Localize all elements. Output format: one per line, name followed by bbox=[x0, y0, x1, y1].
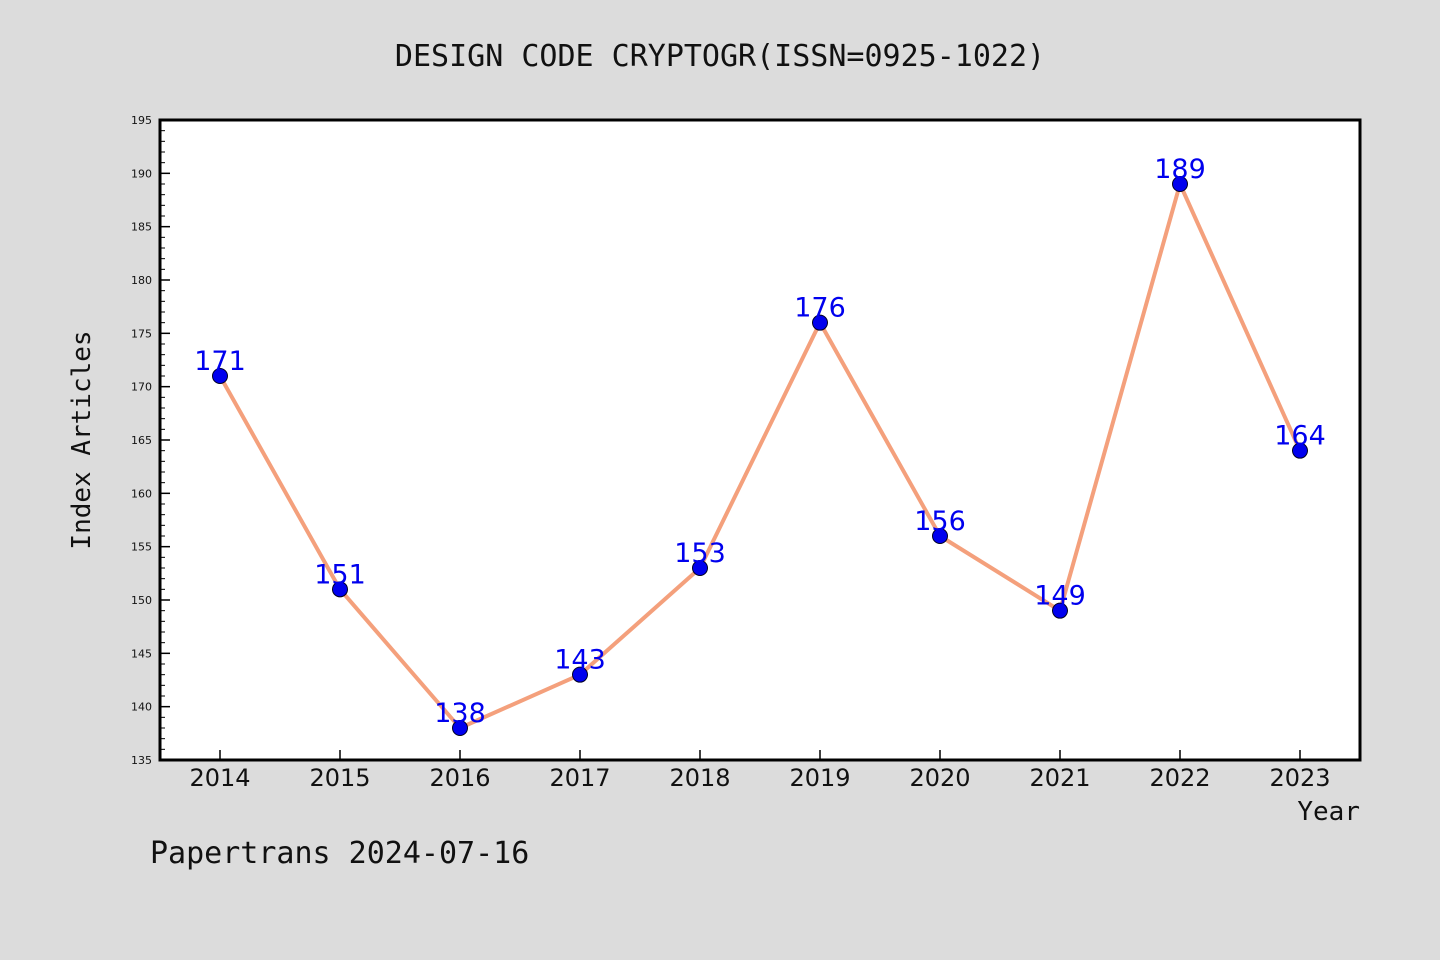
y-tick-label: 175 bbox=[131, 327, 152, 340]
data-point bbox=[692, 560, 708, 576]
data-point bbox=[572, 666, 588, 683]
y-tick-label: 180 bbox=[131, 274, 152, 287]
data-label: 149 bbox=[1034, 581, 1086, 612]
y-tick-label: 155 bbox=[131, 541, 152, 554]
y-tick-label: 145 bbox=[131, 647, 152, 660]
x-tick-label: 2019 bbox=[789, 764, 850, 792]
y-tick-label: 135 bbox=[131, 754, 152, 767]
y-tick-label: 170 bbox=[131, 381, 152, 394]
data-label: 171 bbox=[194, 346, 246, 377]
x-tick-label: 2015 bbox=[309, 764, 370, 792]
data-point bbox=[932, 528, 948, 544]
x-tick-label: 2017 bbox=[549, 764, 610, 792]
data-point bbox=[1172, 176, 1188, 192]
y-tick-label: 190 bbox=[131, 167, 152, 180]
x-tick-label: 2021 bbox=[1029, 764, 1090, 792]
data-label: 164 bbox=[1274, 421, 1326, 452]
data-label: 189 bbox=[1154, 154, 1206, 185]
data-label: 153 bbox=[674, 538, 726, 569]
data-label: 151 bbox=[314, 559, 366, 590]
x-tick-label: 2018 bbox=[669, 764, 730, 792]
x-axis-label: Year bbox=[1297, 797, 1360, 827]
y-tick-label: 140 bbox=[131, 701, 152, 714]
data-point bbox=[452, 720, 468, 736]
y-tick-label: 165 bbox=[131, 434, 152, 447]
data-labels-layer: 171 151 138 143 153 176 156 149 189 164 bbox=[194, 154, 1326, 729]
x-tick-label: 2014 bbox=[189, 764, 250, 792]
x-axis: 2014 2015 2016 2017 2018 2019 2020 2021 2022 2023 bbox=[189, 750, 1331, 792]
data-point bbox=[1292, 442, 1308, 459]
data-label: 156 bbox=[914, 506, 966, 537]
data-point bbox=[812, 314, 828, 331]
series-layer bbox=[218, 182, 1302, 730]
x-tick-label: 2022 bbox=[1149, 764, 1210, 792]
plot-area bbox=[158, 118, 1362, 762]
y-tick-label: 195 bbox=[131, 114, 152, 127]
y-tick-label: 160 bbox=[131, 487, 152, 500]
y-tick-label: 185 bbox=[131, 221, 152, 234]
data-label: 176 bbox=[794, 293, 846, 324]
x-tick-label: 2016 bbox=[429, 764, 490, 792]
series-line bbox=[218, 182, 1302, 730]
data-point bbox=[332, 581, 348, 598]
points-layer bbox=[212, 176, 1308, 736]
x-tick-label: 2023 bbox=[1269, 764, 1330, 792]
y-axis-label: Index Articles bbox=[67, 330, 97, 549]
x-tick-label: 2020 bbox=[909, 764, 970, 792]
y-tick-label: 150 bbox=[131, 594, 152, 607]
data-label: 143 bbox=[554, 645, 606, 676]
chart-title: DESIGN CODE CRYPTOGR(ISSN=0925-1022) bbox=[395, 39, 1045, 74]
data-point bbox=[1052, 602, 1068, 619]
y-axis: 135 140 145 150 155 160 165 170 175 180 185 190 195 bbox=[131, 114, 170, 767]
data-label: 138 bbox=[434, 698, 486, 729]
data-point bbox=[212, 368, 228, 384]
footer-text: Papertrans 2024-07-16 bbox=[150, 836, 529, 871]
